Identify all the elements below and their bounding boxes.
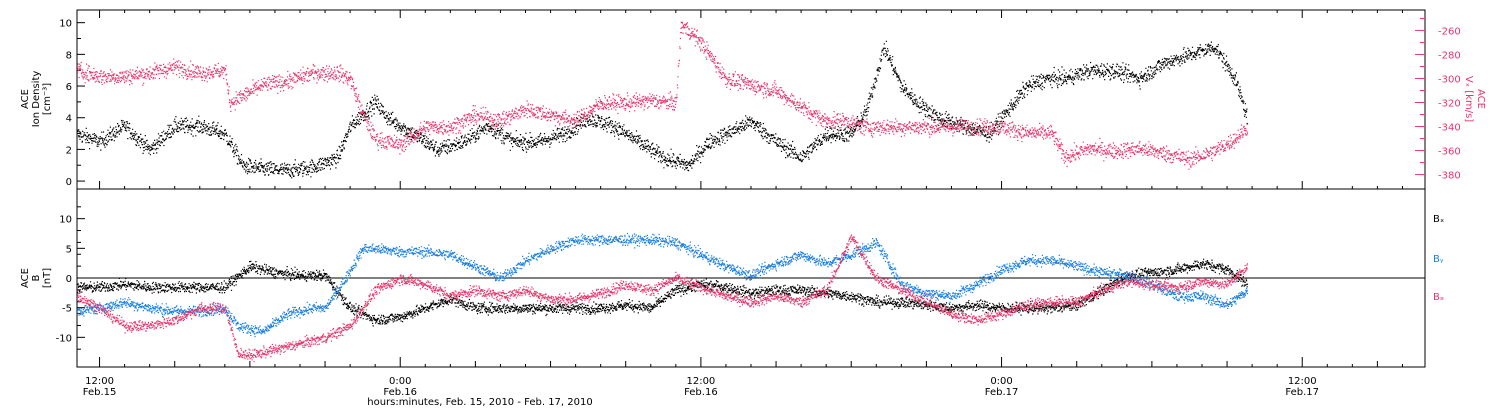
bottom-tick-label: 5 [66, 244, 72, 255]
bottom-tick-label: -5 [62, 304, 72, 315]
top-right-tick-label: -380 [1438, 171, 1461, 182]
top-right-y-axis: -260 -280 -300 -320 -340 -360 -380 [1415, 17, 1461, 182]
x-tick-time-label: 0:00 [990, 376, 1012, 387]
x-tick-time-label: 12:00 [85, 376, 114, 387]
top-left-tick-label: 10 [59, 19, 72, 30]
x-tick-time-label: 12:00 [686, 376, 715, 387]
bottom-left-ylabel-line1: ACE [20, 268, 31, 288]
top-left-tick-label: 6 [66, 82, 72, 93]
top-right-tick-label: -320 [1438, 99, 1461, 110]
density-series-points [77, 40, 1249, 179]
top-right-ylabel-line1: ACE [1475, 89, 1486, 109]
x-tick-date-label: Feb.16 [684, 387, 718, 398]
vx-series-points [77, 21, 1249, 170]
x-tick-time-label: 12:00 [1288, 376, 1317, 387]
top-panel-frame [76, 9, 1426, 190]
bottom-tick-label: 0 [66, 274, 72, 285]
top-left-y-axis: 0 2 4 6 8 10 [59, 19, 85, 188]
bottom-left-ylabel-line3: [nT] [42, 268, 53, 288]
top-left-ylabel-line2: Ion Density [31, 71, 42, 128]
bx-series-points [77, 258, 1249, 327]
x-tick-date-label: Feb.17 [1285, 387, 1319, 398]
legend-bz: Bₔ [1433, 292, 1444, 303]
top-right-tick-label: -260 [1438, 26, 1461, 37]
bottom-left-ylabel-line2: B [31, 274, 42, 281]
x-tick-date-label: Feb.15 [83, 387, 117, 398]
bottom-panel: 10 5 0 -5 -10 ACE B [nT] Bₓ Bᵧ Bₔ [20, 188, 1444, 368]
x-tick-time-label: 0:00 [389, 376, 411, 387]
top-right-ylabel: ACE Vₓ [km/s] [1463, 76, 1486, 122]
top-panel: 0 2 4 6 8 10 -260 -280 -300 -320 -340 -360 -380 ACE… [20, 9, 1486, 190]
top-left-tick-label: 4 [66, 114, 72, 125]
top-left-ylabel: ACE Ion Density [cm⁻³] [20, 71, 53, 128]
top-right-ylabel-line2: Vₓ [km/s] [1463, 76, 1474, 122]
top-right-tick-label: -280 [1438, 50, 1461, 61]
top-right-tick-label: -340 [1438, 123, 1461, 134]
x-axis: 12:00Feb.150:00Feb.1612:00Feb.160:00Feb.… [83, 10, 1403, 398]
top-right-tick-label: -300 [1438, 74, 1461, 85]
top-data-points [77, 21, 1249, 179]
top-left-tick-label: 8 [66, 50, 72, 61]
bottom-tick-label: -10 [56, 333, 72, 344]
bottom-left-ylabel: ACE B [nT] [20, 268, 53, 288]
top-left-tick-label: 2 [66, 145, 72, 156]
legend-bx: Bₓ [1433, 214, 1444, 225]
legend-by: Bᵧ [1433, 254, 1444, 265]
top-left-tick-label: 0 [66, 177, 72, 188]
x-axis-title: hours:minutes, Feb. 15, 2010 - Feb. 17, … [367, 397, 592, 408]
bottom-tick-label: 10 [59, 215, 72, 226]
top-left-ylabel-line3: [cm⁻³] [42, 83, 53, 115]
x-tick-date-label: Feb.16 [383, 387, 417, 398]
bottom-y-axis: 10 5 0 -5 -10 [56, 206, 85, 350]
x-tick-date-label: Feb.17 [985, 387, 1019, 398]
top-right-tick-label: -360 [1438, 147, 1461, 158]
bottom-legend: Bₓ Bᵧ Bₔ [1433, 214, 1444, 303]
top-left-ylabel-line1: ACE [20, 89, 31, 109]
bottom-data-points [77, 232, 1249, 363]
